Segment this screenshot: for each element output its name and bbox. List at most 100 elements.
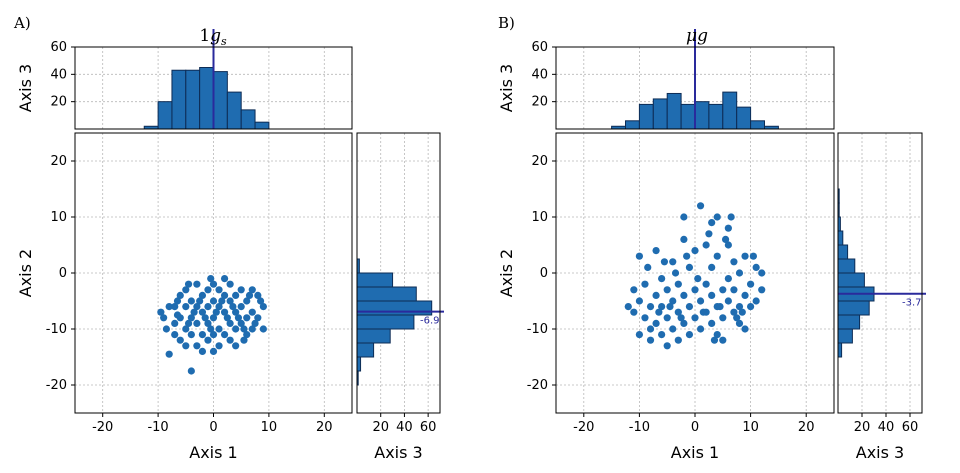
chart-title: 1gs	[199, 26, 227, 48]
data-point	[184, 280, 193, 288]
panel-a: A) -20 -10 0 10 20 -20 -10 0 10 20 Axis 1 Axis 2 20 40…	[13, 14, 444, 462]
data-point	[652, 247, 660, 255]
data-point	[630, 308, 638, 316]
data-point	[204, 336, 212, 344]
data-point	[182, 303, 190, 311]
data-point	[683, 252, 691, 260]
x-tick-label: -10	[629, 420, 650, 435]
data-point	[209, 280, 218, 288]
data-point	[724, 224, 732, 232]
data-point	[162, 325, 171, 333]
x-tick-label: 40	[396, 420, 413, 435]
data-point	[652, 319, 660, 327]
y-tick-label: -20	[527, 378, 548, 393]
data-point	[243, 314, 251, 322]
y-tick-label: 40	[531, 67, 548, 82]
data-point	[685, 331, 694, 339]
y-tick-label: 0	[540, 266, 548, 281]
data-point	[187, 314, 195, 322]
data-point	[209, 297, 218, 305]
x-axis-label: Axis 1	[189, 443, 237, 462]
data-point	[182, 342, 190, 350]
data-point	[680, 213, 688, 221]
y-tick-label: 20	[50, 154, 67, 169]
data-point	[641, 280, 649, 288]
x-tick-label: 40	[878, 420, 895, 435]
data-point	[635, 331, 644, 339]
x-tick-label: 20	[854, 420, 871, 435]
data-point	[719, 336, 727, 344]
data-point	[254, 314, 262, 322]
data-point	[730, 258, 738, 266]
data-point	[243, 331, 251, 339]
data-point	[198, 331, 207, 339]
histogram-bar	[356, 314, 415, 330]
data-point	[696, 202, 705, 210]
data-point	[655, 308, 663, 316]
data-point	[201, 314, 209, 322]
histogram-bar	[356, 356, 362, 372]
histogram-bar	[652, 98, 668, 130]
y-tick-label: 0	[59, 266, 67, 281]
data-point	[669, 258, 677, 266]
data-point	[716, 303, 724, 311]
data-point	[699, 308, 707, 316]
data-point	[209, 331, 218, 339]
y-tick-label: 20	[531, 95, 548, 110]
data-point	[652, 291, 660, 299]
histogram-bar	[638, 103, 654, 130]
data-point	[212, 308, 220, 316]
scatter-axes: -20 -10 0 10 20 -20 -10 0 10 20 Axis 1 Axis 2	[497, 132, 835, 462]
data-point	[660, 258, 669, 266]
histogram-bar	[625, 120, 640, 130]
data-point	[248, 308, 256, 316]
data-point	[215, 342, 223, 350]
y-tick-label: 60	[50, 40, 67, 55]
data-point	[663, 286, 671, 294]
data-point	[674, 280, 682, 288]
data-point	[663, 314, 671, 322]
data-point	[733, 314, 741, 322]
data-point	[724, 297, 732, 305]
data-point	[243, 297, 251, 305]
data-point	[730, 308, 738, 316]
histogram-bar	[157, 101, 173, 130]
x-tick-label: 10	[261, 420, 278, 435]
histogram-bar	[356, 300, 433, 316]
data-point	[747, 303, 755, 311]
data-point	[232, 308, 240, 316]
data-point	[209, 347, 218, 355]
data-point	[752, 297, 760, 305]
data-point	[708, 291, 716, 299]
data-point	[738, 308, 746, 316]
data-point	[182, 325, 190, 333]
data-point	[173, 297, 182, 305]
data-point	[669, 297, 677, 305]
data-point	[173, 311, 182, 319]
data-point	[176, 291, 184, 299]
data-point	[215, 286, 223, 294]
top-hist-y-label: Axis 3	[16, 64, 35, 112]
data-point	[691, 286, 699, 294]
data-point	[724, 275, 732, 283]
y-tick-label: -20	[46, 378, 67, 393]
y-tick-label: 10	[531, 210, 548, 225]
data-point	[184, 319, 193, 327]
panel-label: A)	[13, 14, 31, 32]
mean-value-label: -6.9	[420, 316, 440, 327]
data-point	[713, 252, 721, 260]
data-point	[254, 291, 262, 299]
data-point	[248, 325, 256, 333]
data-point	[187, 331, 195, 339]
data-point	[680, 235, 688, 243]
data-point	[669, 325, 677, 333]
histogram-bar	[736, 106, 752, 130]
x-tick-label: 60	[420, 420, 437, 435]
data-point	[215, 303, 223, 311]
histogram-bar	[837, 272, 865, 288]
data-point	[635, 297, 644, 305]
data-point	[193, 303, 201, 311]
data-point	[234, 314, 243, 322]
data-point	[735, 269, 744, 277]
data-point	[232, 325, 240, 333]
